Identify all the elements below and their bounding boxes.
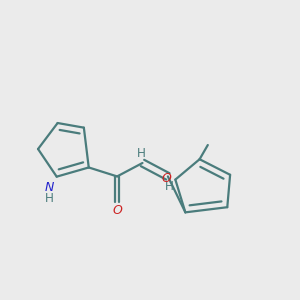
Text: O: O (161, 172, 171, 184)
Text: O: O (112, 204, 122, 217)
Text: N: N (44, 181, 54, 194)
Text: H: H (45, 192, 54, 205)
Text: H: H (136, 147, 146, 160)
Text: H: H (165, 180, 174, 193)
